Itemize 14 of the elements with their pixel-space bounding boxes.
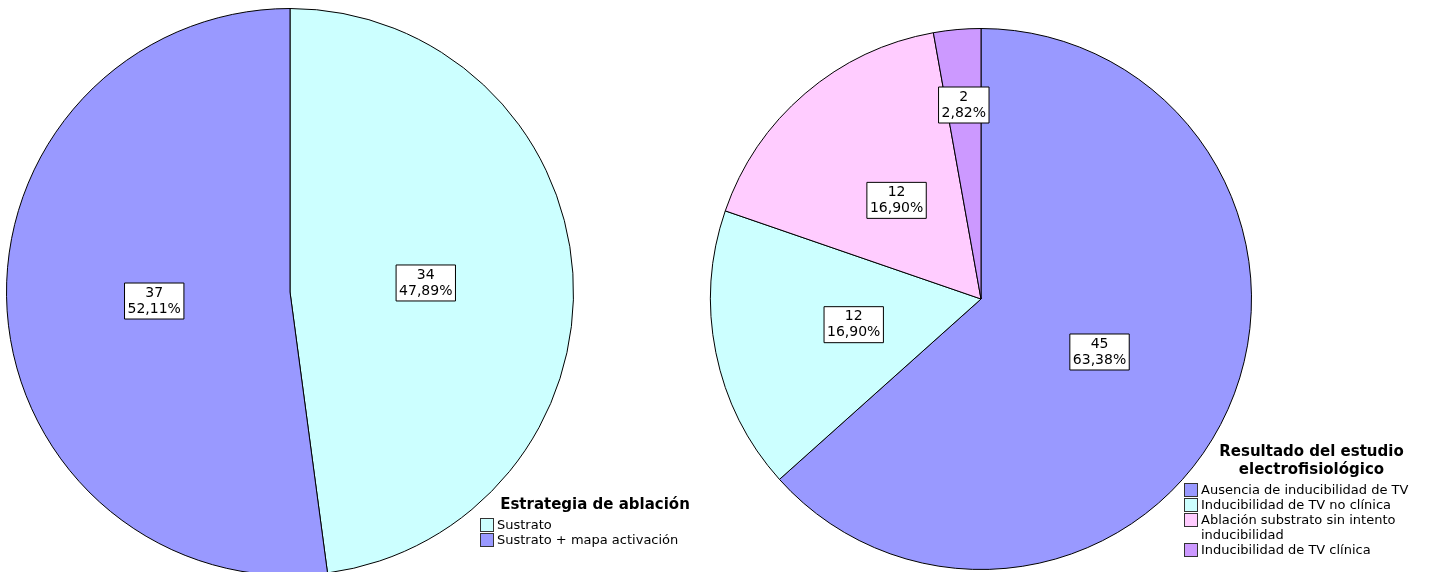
legend-label: Inducibilidad de TV clínica [1201, 542, 1371, 557]
data-label: 37 52,11% [127, 283, 181, 316]
data-label: 12 16,90% [827, 307, 881, 340]
data-label: 45 63,38% [1072, 334, 1127, 367]
legend-label: Sustrato [497, 517, 552, 532]
legend-label: Ausencia de inducibilidad de TV [1201, 482, 1409, 497]
data-label: 34 47,89% [399, 265, 453, 298]
legend-title: Resultado del estudio electrofisiológico [1218, 442, 1405, 478]
legend-label: Inducibilidad de TV no clínica [1201, 497, 1392, 512]
legend-title: Estrategia de ablación [499, 495, 691, 513]
data-label: 12 16,90% [869, 183, 924, 215]
legend-label: Sustrato + mapa activación [497, 532, 679, 547]
legend-label: Ablación substrato sin intento inducibilidad [1201, 512, 1397, 542]
data-label: 2 2,82% [941, 87, 987, 120]
